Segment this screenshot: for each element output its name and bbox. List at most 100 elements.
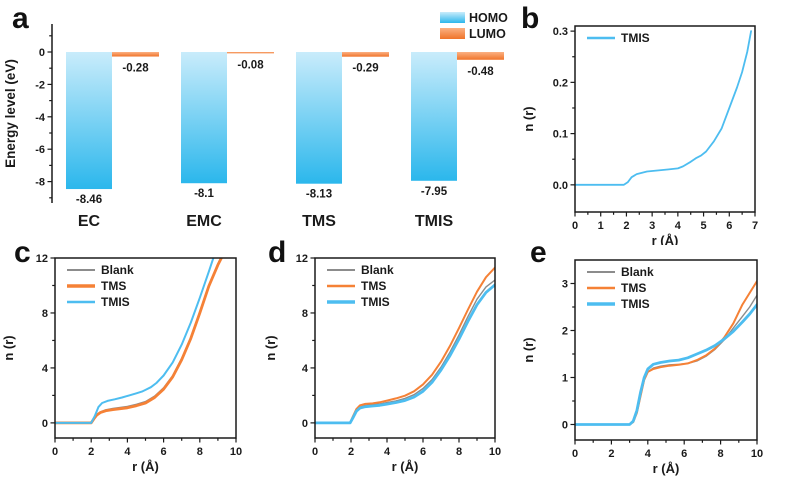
x-tick-label: 2	[88, 446, 94, 458]
panel-d-letter: d	[268, 236, 287, 269]
homo-bar-ec	[66, 52, 112, 190]
panel-c-letter: c	[14, 236, 31, 269]
y-tick-label: -8	[35, 177, 45, 189]
panel-e-letter: e	[530, 236, 547, 269]
panel-b-series	[575, 30, 753, 186]
homo-bar-emc	[181, 52, 227, 184]
x-tick-label: 6	[161, 446, 167, 458]
ticks	[310, 257, 496, 443]
series-line-blank	[55, 258, 222, 424]
x-tick-label: 2	[348, 446, 354, 458]
legend-label: TMS	[361, 279, 386, 293]
y-tick-label: 12	[296, 253, 308, 265]
legend-label: TMIS	[101, 295, 130, 309]
lumo-bar-tmis	[457, 52, 504, 60]
panel-b-letter: b	[521, 2, 540, 35]
y-tick-label: 0.3	[553, 26, 568, 38]
y-tick-label: 3	[562, 278, 568, 290]
y-tick-label: 0	[302, 418, 308, 430]
legend-label: TMIS	[621, 31, 650, 45]
legend-swatch-lumo	[440, 28, 465, 39]
y-axis-label: n (r)	[521, 106, 536, 131]
x-tick-label: 4	[645, 448, 652, 460]
x-tick-label: 6	[420, 446, 426, 458]
series-line-tms	[55, 258, 223, 425]
homo-value-label: -8.1	[194, 188, 214, 200]
x-axis-label: r (Å)	[653, 461, 680, 476]
y-tick-label: 0.2	[553, 77, 568, 89]
y-tick-label: 4	[42, 363, 49, 375]
x-tick-label: 10	[489, 446, 501, 458]
legend-label: TMS	[621, 281, 646, 295]
ticks	[570, 282, 758, 445]
y-tick-label: -4	[35, 112, 46, 124]
series-line-tmis	[55, 258, 215, 424]
homo-bar-tms	[296, 52, 342, 184]
x-tick-label: 7	[752, 220, 758, 232]
panel-d-chart: 0 2 4 6 8 10 0 4 8 12 r (Å) n (r) Blank TMS TMIS	[263, 253, 501, 474]
y-tick-label: 0.0	[553, 180, 568, 192]
series-line-tmis	[575, 303, 757, 426]
lumo-value-label: -0.48	[467, 66, 494, 78]
homo-value-label: -8.13	[306, 189, 332, 201]
x-tick-label: 0	[52, 446, 58, 458]
x-tick-label: 2	[623, 220, 629, 232]
y-tick-label: 12	[36, 253, 48, 265]
legend-label: LUMO	[469, 27, 506, 41]
lumo-value-label: -0.28	[122, 63, 149, 75]
y-tick-label: 4	[302, 363, 309, 375]
legend-label: HOMO	[469, 11, 508, 25]
y-axis-label: n (r)	[521, 337, 536, 362]
y-tick-label: 8	[302, 308, 308, 320]
y-tick-label: -2	[35, 79, 45, 91]
category-label: EMC	[186, 213, 222, 230]
x-tick-label: 6	[681, 448, 687, 460]
homo-value-label: -7.95	[421, 186, 448, 198]
x-tick-label: 8	[718, 448, 724, 460]
series-line-blank	[575, 294, 757, 426]
series-line-tms	[315, 266, 495, 424]
x-tick-label: 8	[456, 446, 462, 458]
series-line-tmis	[315, 283, 495, 425]
legend-label: TMIS	[621, 297, 650, 311]
y-tick-label: 0.1	[553, 129, 568, 141]
y-tick-label: 0	[39, 47, 45, 59]
x-tick-label: 3	[649, 220, 655, 232]
y-tick-label: 8	[42, 308, 48, 320]
lumo-bar-ec	[112, 52, 159, 57]
x-tick-label: 8	[197, 446, 203, 458]
legend-label: Blank	[621, 265, 654, 279]
lumo-value-label: -0.29	[352, 63, 378, 75]
category-label: EC	[78, 213, 101, 230]
y-axis-label: n (r)	[263, 335, 278, 360]
panel-a-letter: a	[12, 2, 29, 35]
panel-d-series	[315, 266, 495, 425]
homo-bar-tmis	[411, 52, 457, 181]
legend-label: Blank	[361, 263, 394, 277]
lumo-value-label: -0.08	[237, 59, 264, 71]
panel-e-chart: 0 2 4 6 8 10 0 1 2 3 r (Å) n (r) Blank TMS TMIS	[521, 259, 763, 476]
panel-e-series	[575, 280, 757, 426]
y-tick-label: 0	[562, 419, 568, 431]
x-tick-label: 1	[598, 220, 604, 232]
legend-label: Blank	[101, 263, 134, 277]
y-tick-label: 1	[562, 372, 568, 384]
y-tick-label: -6	[35, 144, 45, 156]
x-tick-label: 0	[312, 446, 318, 458]
x-tick-label: 4	[384, 446, 391, 458]
panel-a-chart: -8.46 -0.28 EC -8.1 -0.08 EMC -8.13 -0.29 TMS -7.…	[3, 11, 508, 230]
lumo-bar-emc	[227, 52, 274, 54]
y-tick-label: 0	[42, 418, 48, 430]
x-tick-label: 0	[572, 448, 578, 460]
ticks	[50, 257, 237, 443]
panel-c-chart: 0 2 4 6 8 10 0 4 8 12 r (Å) n (r) Blank TMS TMIS	[1, 253, 242, 474]
x-axis-label: r (Å)	[652, 233, 679, 245]
x-tick-label: 10	[751, 448, 763, 460]
homo-value-label: -8.46	[76, 194, 102, 206]
y-tick-label: 2	[562, 325, 568, 337]
x-axis-label: r (Å)	[392, 459, 419, 474]
legend-label: TMIS	[361, 295, 390, 309]
x-tick-label: 5	[701, 220, 707, 232]
legend-label: TMS	[101, 279, 126, 293]
